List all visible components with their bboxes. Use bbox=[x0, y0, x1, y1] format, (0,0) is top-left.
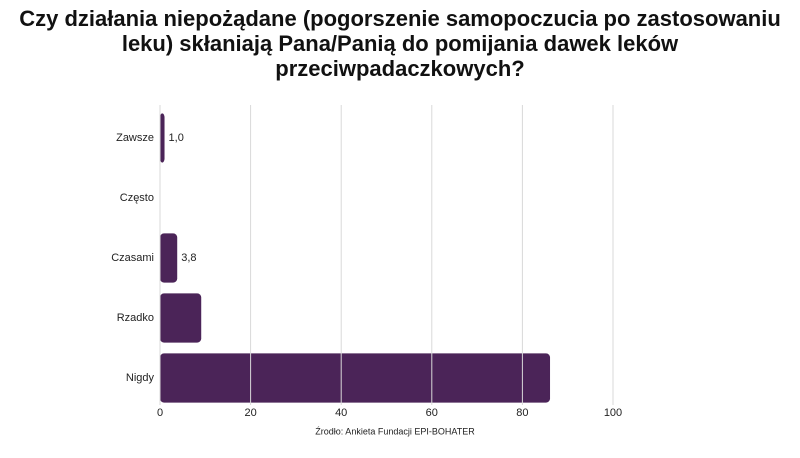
x-tick-label: 60 bbox=[426, 407, 438, 419]
y-tick-label: Rzadko bbox=[117, 312, 154, 324]
y-tick-label: Często bbox=[120, 192, 154, 204]
chart-title: Czy działania niepożądane (pogorszenie s… bbox=[19, 6, 781, 81]
bar bbox=[160, 293, 202, 343]
x-tick-label: 100 bbox=[604, 407, 622, 419]
x-tick-label: 80 bbox=[516, 407, 528, 419]
x-tick-label: 0 bbox=[157, 407, 163, 419]
value-label: 1,0 bbox=[169, 132, 184, 144]
bar bbox=[160, 113, 165, 163]
y-tick-label: Nigdy bbox=[126, 372, 155, 384]
bar bbox=[160, 233, 178, 283]
x-tick-label: 40 bbox=[335, 407, 347, 419]
source: Źrodło: Ankieta Fundacji EPI-BOHATER bbox=[315, 426, 475, 436]
y-tick-label: Czasami bbox=[111, 252, 154, 264]
x-tick-label: 20 bbox=[244, 407, 256, 419]
bar bbox=[160, 353, 551, 403]
value-label: 3,8 bbox=[181, 252, 196, 264]
y-tick-label: Zawsze bbox=[116, 132, 154, 144]
